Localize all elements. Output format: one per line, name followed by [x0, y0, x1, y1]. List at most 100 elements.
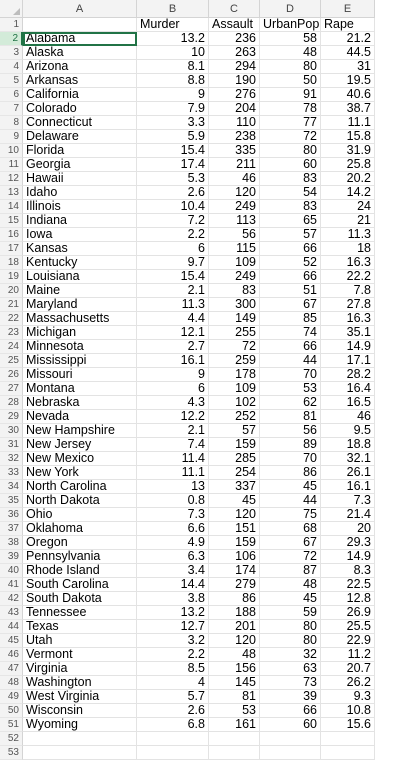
cell-b52[interactable]: [137, 732, 209, 746]
cell-e41[interactable]: 22.5: [321, 578, 375, 592]
cell-d46[interactable]: 32: [260, 648, 321, 662]
row-header[interactable]: 20: [0, 284, 23, 298]
cell-d3[interactable]: 48: [260, 46, 321, 60]
cell-a35[interactable]: North Dakota: [23, 494, 137, 508]
row-header[interactable]: 42: [0, 592, 23, 606]
row-header[interactable]: 22: [0, 312, 23, 326]
cell-d1[interactable]: UrbanPop: [260, 18, 321, 32]
cell-a40[interactable]: Rhode Island: [23, 564, 137, 578]
cell-c43[interactable]: 188: [209, 606, 260, 620]
cell-a23[interactable]: Michigan: [23, 326, 137, 340]
cell-d36[interactable]: 75: [260, 508, 321, 522]
cell-b14[interactable]: 10.4: [137, 200, 209, 214]
cell-c2[interactable]: 236: [209, 32, 260, 46]
cell-b23[interactable]: 12.1: [137, 326, 209, 340]
cell-c32[interactable]: 285: [209, 452, 260, 466]
cell-d4[interactable]: 80: [260, 60, 321, 74]
cell-a7[interactable]: Colorado: [23, 102, 137, 116]
row-header[interactable]: 14: [0, 200, 23, 214]
cell-b5[interactable]: 8.8: [137, 74, 209, 88]
cell-c28[interactable]: 102: [209, 396, 260, 410]
cell-b50[interactable]: 2.6: [137, 704, 209, 718]
cell-a17[interactable]: Kansas: [23, 242, 137, 256]
cell-d39[interactable]: 72: [260, 550, 321, 564]
row-header[interactable]: 7: [0, 102, 23, 116]
cell-c7[interactable]: 204: [209, 102, 260, 116]
cell-b44[interactable]: 12.7: [137, 620, 209, 634]
cell-e29[interactable]: 46: [321, 410, 375, 424]
cell-d15[interactable]: 65: [260, 214, 321, 228]
cell-e18[interactable]: 16.3: [321, 256, 375, 270]
cell-b19[interactable]: 15.4: [137, 270, 209, 284]
cell-d42[interactable]: 45: [260, 592, 321, 606]
cell-e15[interactable]: 21: [321, 214, 375, 228]
row-header[interactable]: 18: [0, 256, 23, 270]
cell-d7[interactable]: 78: [260, 102, 321, 116]
cell-b41[interactable]: 14.4: [137, 578, 209, 592]
column-header-a[interactable]: A: [23, 0, 137, 18]
cell-a36[interactable]: Ohio: [23, 508, 137, 522]
cell-d13[interactable]: 54: [260, 186, 321, 200]
row-header[interactable]: 46: [0, 648, 23, 662]
cell-c4[interactable]: 294: [209, 60, 260, 74]
cell-a5[interactable]: Arkansas: [23, 74, 137, 88]
cell-d9[interactable]: 72: [260, 130, 321, 144]
cell-e43[interactable]: 26.9: [321, 606, 375, 620]
cell-b17[interactable]: 6: [137, 242, 209, 256]
cell-b35[interactable]: 0.8: [137, 494, 209, 508]
cell-a6[interactable]: California: [23, 88, 137, 102]
cell-d51[interactable]: 60: [260, 718, 321, 732]
cell-e27[interactable]: 16.4: [321, 382, 375, 396]
cell-c53[interactable]: [209, 746, 260, 760]
cell-d45[interactable]: 80: [260, 634, 321, 648]
row-header[interactable]: 21: [0, 298, 23, 312]
cell-e12[interactable]: 20.2: [321, 172, 375, 186]
cell-c41[interactable]: 279: [209, 578, 260, 592]
row-header[interactable]: 16: [0, 228, 23, 242]
cell-c19[interactable]: 249: [209, 270, 260, 284]
cell-e21[interactable]: 27.8: [321, 298, 375, 312]
row-header[interactable]: 10: [0, 144, 23, 158]
cell-c3[interactable]: 263: [209, 46, 260, 60]
cell-d21[interactable]: 67: [260, 298, 321, 312]
row-header[interactable]: 51: [0, 718, 23, 732]
cell-b2[interactable]: 13.2: [137, 32, 209, 46]
cell-e25[interactable]: 17.1: [321, 354, 375, 368]
cell-a1[interactable]: [23, 18, 137, 32]
cell-c16[interactable]: 56: [209, 228, 260, 242]
cell-a46[interactable]: Vermont: [23, 648, 137, 662]
cell-b32[interactable]: 11.4: [137, 452, 209, 466]
cell-d48[interactable]: 73: [260, 676, 321, 690]
row-header[interactable]: 8: [0, 116, 23, 130]
cell-b33[interactable]: 11.1: [137, 466, 209, 480]
cell-d35[interactable]: 44: [260, 494, 321, 508]
row-header[interactable]: 28: [0, 396, 23, 410]
cell-c27[interactable]: 109: [209, 382, 260, 396]
cell-c26[interactable]: 178: [209, 368, 260, 382]
cell-b27[interactable]: 6: [137, 382, 209, 396]
cell-e9[interactable]: 15.8: [321, 130, 375, 144]
cell-c45[interactable]: 120: [209, 634, 260, 648]
cell-e30[interactable]: 9.5: [321, 424, 375, 438]
cell-d23[interactable]: 74: [260, 326, 321, 340]
cell-d43[interactable]: 59: [260, 606, 321, 620]
cell-a20[interactable]: Maine: [23, 284, 137, 298]
cell-c50[interactable]: 53: [209, 704, 260, 718]
cell-e3[interactable]: 44.5: [321, 46, 375, 60]
cell-d17[interactable]: 66: [260, 242, 321, 256]
cell-d53[interactable]: [260, 746, 321, 760]
cell-a50[interactable]: Wisconsin: [23, 704, 137, 718]
cell-a34[interactable]: North Carolina: [23, 480, 137, 494]
cell-b36[interactable]: 7.3: [137, 508, 209, 522]
cell-e4[interactable]: 31: [321, 60, 375, 74]
cell-a51[interactable]: Wyoming: [23, 718, 137, 732]
row-header[interactable]: 29: [0, 410, 23, 424]
cell-c46[interactable]: 48: [209, 648, 260, 662]
cell-c21[interactable]: 300: [209, 298, 260, 312]
cell-b49[interactable]: 5.7: [137, 690, 209, 704]
cell-c17[interactable]: 115: [209, 242, 260, 256]
cell-a52[interactable]: [23, 732, 137, 746]
cell-e14[interactable]: 24: [321, 200, 375, 214]
cell-b24[interactable]: 2.7: [137, 340, 209, 354]
cell-e24[interactable]: 14.9: [321, 340, 375, 354]
